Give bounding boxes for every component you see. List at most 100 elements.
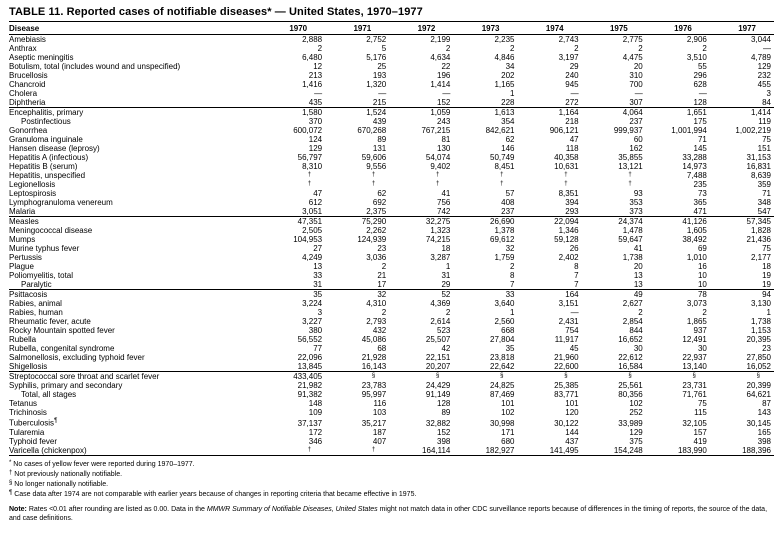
- value-cell: 842,621: [485, 126, 515, 135]
- value-cell: 1,323: [430, 226, 451, 235]
- value-cell: 237: [629, 117, 643, 126]
- table-row: Rabies, human 3 2 2 1 — 2 2 1: [9, 308, 774, 317]
- value-cell: 756: [437, 198, 451, 207]
- value-cell: 1,378: [494, 226, 515, 235]
- disease-cell: Postinfectious: [21, 117, 71, 126]
- value-cell: 11,917: [554, 335, 579, 344]
- value-cell: 3,051: [302, 207, 323, 216]
- value-cell: 30,145: [746, 418, 771, 428]
- value-cell: 22,612: [618, 353, 643, 362]
- value-cell: 2: [638, 308, 643, 317]
- value-cell: 129: [308, 144, 323, 153]
- value-cell: 7: [574, 280, 579, 289]
- value-cell: 767,215: [421, 126, 451, 135]
- value-cell: 2: [702, 44, 707, 53]
- value-cell: 42: [441, 344, 451, 353]
- value-cell: 16,052: [746, 362, 771, 371]
- value-cell: 101: [501, 399, 515, 408]
- value-cell: 22: [441, 62, 451, 71]
- value-cell: 2: [317, 44, 323, 53]
- value-cell: 3,287: [430, 253, 451, 262]
- note-italic: MMWR Summary of Notifiable Diseases, Uni…: [206, 505, 378, 513]
- value-cell: 152: [437, 98, 451, 107]
- value-cell: 252: [629, 408, 643, 417]
- value-cell: 4,634: [430, 53, 451, 62]
- value-cell: 235: [693, 180, 707, 189]
- disease-cell: Legionellosis: [9, 180, 56, 189]
- value-cell: 435: [308, 98, 323, 107]
- disease-cell: Malaria: [9, 207, 36, 216]
- value-cell: 182,927: [485, 445, 515, 455]
- table-row: Rocky Mountain spotted fever 380 432 523 668…: [9, 326, 774, 335]
- value-cell: 5: [381, 44, 387, 53]
- value-cell: 9,402: [430, 162, 451, 171]
- table-row: Rheumatic fever, acute 3,227 2,793 2,614 2,5…: [9, 317, 774, 326]
- table-row: Aseptic meningitis 6,480 5,176 4,634 4,846 3,…: [9, 53, 774, 62]
- value-cell: 310: [629, 71, 643, 80]
- value-cell: 10,631: [554, 162, 579, 171]
- value-cell: 228: [501, 98, 515, 107]
- value-cell: 945: [565, 80, 579, 89]
- disease-cell: Trichinosis: [9, 408, 47, 417]
- value-cell: 31,153: [746, 153, 771, 162]
- year-column-header: 1976: [645, 22, 710, 35]
- value-cell: 1: [510, 89, 515, 98]
- value-cell: 2: [381, 262, 387, 271]
- disease-column-header: Disease: [9, 22, 261, 35]
- value-cell: 16,831: [746, 162, 771, 171]
- value-cell: 33,989: [618, 418, 643, 428]
- value-cell: 124,939: [357, 235, 387, 244]
- value-cell: 906,121: [549, 126, 579, 135]
- value-cell: 433,405: [261, 371, 326, 381]
- value-cell: 16,143: [361, 362, 387, 371]
- value-cell: 29: [441, 280, 451, 289]
- value-cell: 1,524: [325, 107, 390, 117]
- value-cell: 116: [373, 399, 387, 408]
- footnote-item: * No cases of yellow fever were reported…: [9, 459, 774, 469]
- value-cell: 215: [372, 98, 387, 107]
- disease-cell: Total, all stages: [21, 390, 77, 399]
- value-cell: 22,096: [297, 353, 323, 362]
- value-cell: †: [371, 446, 376, 453]
- value-cell: 68: [377, 344, 387, 353]
- value-cell: 41: [633, 244, 643, 253]
- value-cell: 60: [633, 135, 643, 144]
- value-cell: 119: [758, 117, 771, 126]
- value-cell: 59,647: [618, 235, 643, 244]
- disease-cell: Tularemia: [9, 427, 45, 437]
- value-cell: 2: [445, 308, 451, 317]
- value-cell: 75,290: [325, 216, 390, 226]
- value-cell: 128: [693, 98, 707, 107]
- value-cell: 700: [629, 80, 643, 89]
- disease-cell: Hepatitis A (infectious): [9, 153, 89, 162]
- table-row: Tetanus 148 116 128 101 101 102 75 87: [9, 399, 774, 408]
- value-cell: 16: [697, 262, 707, 271]
- table-row: Mumps 104,953 124,939 74,215 69,612 59,128 59,…: [9, 235, 774, 244]
- value-cell: —: [763, 44, 771, 53]
- value-cell: 4,369: [430, 299, 451, 308]
- document-page: TABLE 11. Reported cases of notifiable d…: [9, 6, 774, 522]
- disease-cell: Lymphogranuloma venereum: [9, 198, 113, 207]
- table-row: Poliomyelitis, total 33 21 31 8 7 13 10 19: [9, 271, 774, 280]
- value-cell: 628: [693, 80, 707, 89]
- value-cell: 2,743: [558, 35, 579, 44]
- value-cell: 4,789: [750, 53, 771, 62]
- value-cell: 394: [565, 198, 579, 207]
- table-row: Rubella, congenital syndrome 77 68 42 35 45 30…: [9, 344, 774, 353]
- value-cell: 2: [574, 44, 579, 53]
- value-cell: 2: [510, 44, 515, 53]
- value-cell: 115: [694, 408, 707, 417]
- value-cell: 55: [697, 62, 707, 71]
- value-cell: †: [628, 172, 632, 178]
- value-cell: 296: [693, 71, 707, 80]
- disease-cell: Streptococcal sore throat and scarlet fe…: [9, 371, 261, 381]
- value-cell: 120: [565, 408, 579, 417]
- value-cell: 162: [629, 144, 643, 153]
- value-cell: 4,249: [302, 253, 323, 262]
- value-cell: 56,797: [297, 153, 323, 162]
- value-cell: 45: [569, 344, 579, 353]
- value-cell: 54,074: [425, 153, 451, 162]
- table-row: Gonorrhea 600,072 670,268 767,215 842,621 906…: [9, 126, 774, 135]
- value-cell: 129: [757, 62, 771, 71]
- value-cell: 64,621: [746, 390, 771, 399]
